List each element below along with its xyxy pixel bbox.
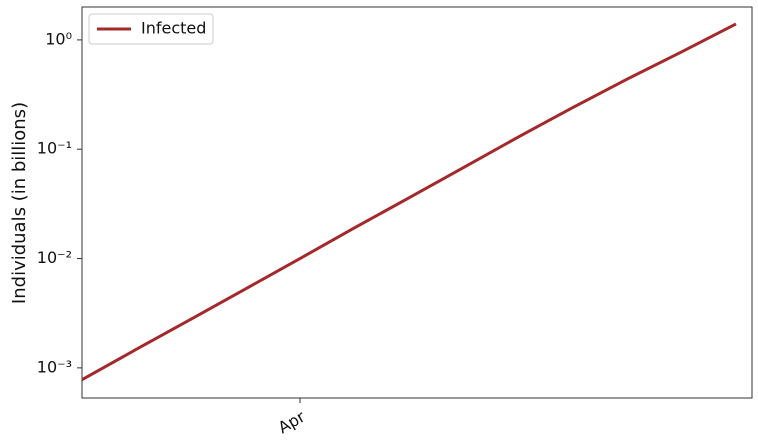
y-tick-label: 10⁰ (45, 29, 72, 48)
plot-frame (81, 6, 753, 399)
y-tick-label: 10⁻² (37, 248, 72, 267)
y-axis-label: Individuals (in billions) (9, 102, 30, 304)
legend: Infected (88, 13, 214, 45)
y-tick-label: 10⁻¹ (37, 139, 72, 158)
x-tick-label: Apr (275, 407, 309, 438)
line-series (81, 22, 737, 381)
legend-box (88, 13, 214, 45)
legend-label: Infected (141, 19, 206, 38)
y-tick-label: 10⁻³ (37, 357, 72, 376)
